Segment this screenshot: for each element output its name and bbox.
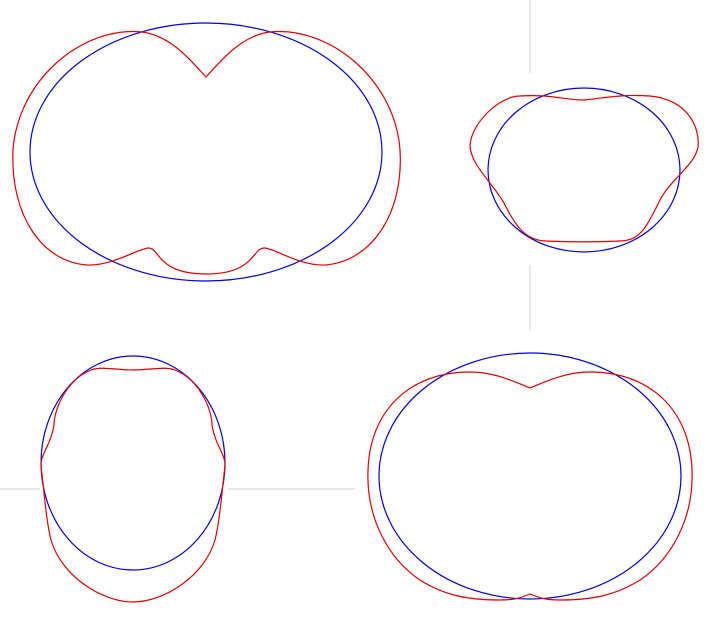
- curve: [40, 367, 226, 603]
- curve: [12, 30, 401, 275]
- curve: [367, 371, 693, 601]
- curve: [469, 94, 699, 243]
- ellipse: [487, 87, 681, 253]
- ellipse: [29, 22, 383, 282]
- ellipse: [378, 352, 682, 600]
